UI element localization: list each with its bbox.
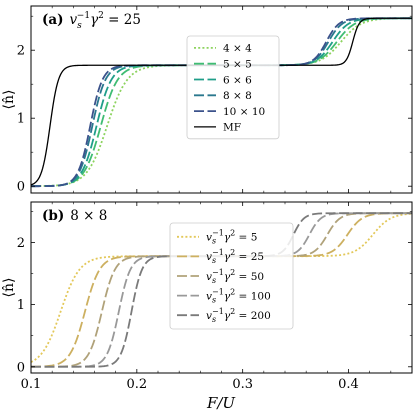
legend-v: v [206,232,212,244]
annotation-sup2: 2 [98,11,104,21]
legend-gamma: γ [224,271,231,283]
legend-eq: = [235,290,250,302]
legend-value: 200 [251,310,271,322]
x-tick-label: 0.4 [338,377,359,392]
y-axis-label: ⟨n̂⟩ [1,90,17,110]
annotation-suffix: = 25 [104,12,141,28]
legend-sub: s [212,256,216,265]
x-tick-label: 0.2 [126,377,147,392]
legend-value: 25 [251,251,264,263]
legend-v: v [206,251,212,263]
annotation-sub: s [77,21,82,31]
legend-label: 5 × 5 [223,59,252,71]
legend-label: 10 × 10 [223,106,265,118]
legend-eq: = [235,310,250,322]
legend-label: 4 × 4 [223,43,252,55]
legend-value: 50 [251,271,264,283]
legend-sup1: −1 [212,229,224,238]
legend-sub: s [212,295,216,304]
x-tick-label: 0.1 [21,377,42,392]
legend-sup1: −1 [212,307,224,316]
legend-box [169,222,294,330]
series-line [31,212,412,368]
y-axis-label: ⟨n̂⟩ [1,278,17,298]
panel-annotation: 8 × 8 [70,208,107,224]
legend-label: vs−1γ2 = 25 [206,248,264,265]
legend-sub: s [212,276,216,285]
legend-sup2: 2 [230,307,235,316]
legend-sub: s [212,237,216,246]
legend-label: vs−1γ2 = 100 [206,287,271,304]
legend-sup1: −1 [212,287,224,296]
legend-eq: = [235,271,250,283]
legend-sup2: 2 [230,287,235,296]
legend-gamma: γ [224,232,231,244]
legend-label: vs−1γ2 = 5 [206,229,257,246]
y-tick-label: 2 [17,236,25,251]
x-axis-label: F/U [206,394,236,412]
legend-label: vs−1γ2 = 50 [206,268,264,285]
legend-sup1: −1 [212,248,224,257]
legend-eq: = [235,232,250,244]
legend-sup2: 2 [230,229,235,238]
legend-gamma: γ [224,290,231,302]
legend-label: 6 × 6 [223,74,252,86]
legend-sup1: −1 [212,268,224,277]
legend-sup2: 2 [230,268,235,277]
legend-value: 100 [251,290,271,302]
legend-sup2: 2 [230,248,235,257]
legend-label: MF [223,122,241,134]
legend-v: v [206,310,212,322]
legend-value: 5 [251,232,258,244]
legend-sub: s [212,315,216,324]
series-line [31,212,412,363]
y-tick-label: 1 [17,112,25,127]
annotation-sup1: −1 [77,11,90,21]
y-tick-label: 1 [17,298,25,313]
legend: 4 × 4 5 × 5 6 × 6 8 × 8 10 × 10 MF [186,35,280,140]
legend-eq: = [235,251,250,263]
panel-annotation: vs−1γ2 = 25 [70,11,141,31]
panel-letter: (a) [42,12,64,28]
series-line [31,17,412,188]
annotation-prefix: v [70,12,78,28]
y-tick-label: 0 [17,360,25,375]
legend-label: 8 × 8 [223,90,252,102]
annotation-mid: γ [90,12,99,28]
panel-a: 012⟨n̂⟩(a) vs−1γ2 = 254 × 45 × 56 × 68 × … [1,5,413,195]
panel-label: (b) 8 × 8 [42,208,107,224]
y-tick-label: 0 [17,180,25,195]
legend-v: v [206,271,212,283]
legend-label: vs−1γ2 = 200 [206,307,271,324]
legend-v: v [206,290,212,302]
y-tick-label: 2 [17,44,25,59]
panel-label: (a) vs−1γ2 = 25 [42,11,141,31]
x-tick-label: 0.3 [232,377,253,392]
legend-box [186,35,280,140]
panel-letter: (b) [42,208,64,224]
legend-gamma: γ [224,310,231,322]
legend-gamma: γ [224,251,231,263]
